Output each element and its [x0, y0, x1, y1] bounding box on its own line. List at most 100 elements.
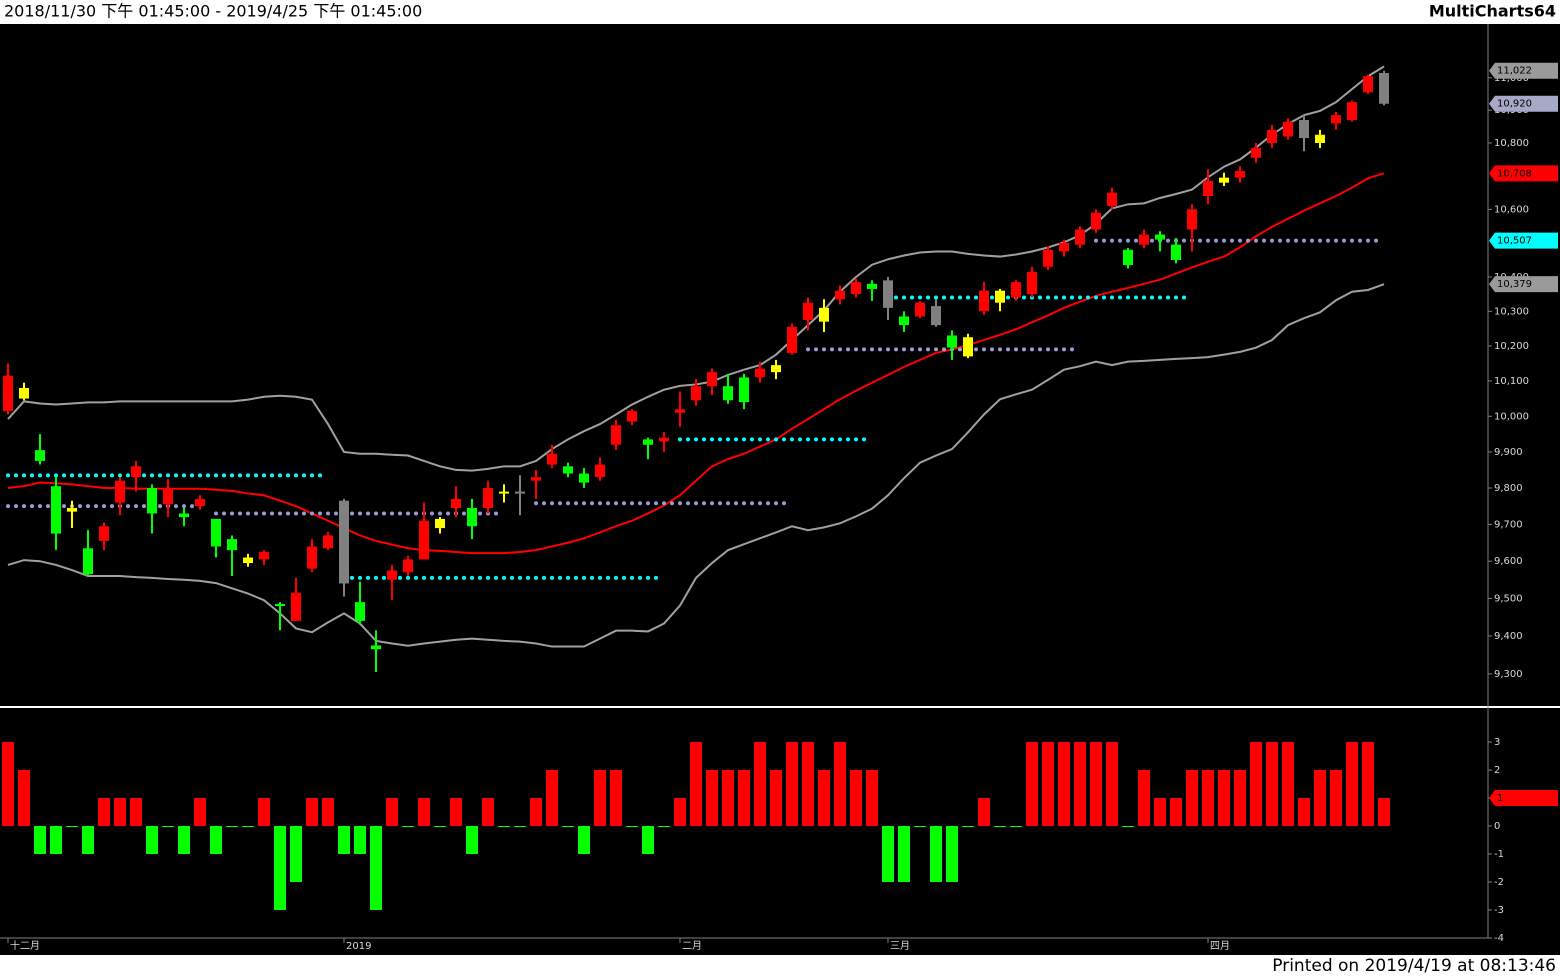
candle-body: [323, 535, 333, 549]
x-tick-label: 二月: [682, 940, 702, 952]
histogram-bar: [1234, 770, 1246, 826]
candle-body: [3, 375, 13, 411]
histogram-bar: [1314, 770, 1326, 826]
candle-body: [483, 487, 493, 508]
candle-body: [531, 477, 541, 481]
histogram-bar: [738, 770, 750, 826]
value-marker-label: 11,022: [1497, 66, 1532, 77]
candle-body: [243, 557, 253, 564]
candle-body: [1267, 129, 1277, 143]
footer-bar: [0, 955, 1560, 977]
histogram-bar: [514, 826, 526, 827]
histogram-bar: [706, 770, 718, 826]
histogram-bar: [402, 826, 414, 827]
histogram-bar: [770, 770, 782, 826]
y-tick-label: 9,700: [1494, 519, 1523, 530]
candle-body: [947, 335, 957, 348]
y-tick-label: -1: [1494, 849, 1504, 860]
histogram-bar: [1138, 770, 1150, 826]
histogram-bar: [50, 826, 62, 854]
candle-body: [915, 302, 925, 317]
histogram-bar: [946, 826, 958, 882]
y-tick-label: 9,800: [1494, 483, 1523, 494]
y-tick-label: 10,100: [1494, 376, 1529, 387]
histogram-bar: [354, 826, 366, 854]
histogram-bar: [674, 798, 686, 826]
histogram-bar: [242, 826, 254, 827]
histogram-bar: [290, 826, 302, 882]
histogram-bar: [18, 770, 30, 826]
value-marker: [1489, 790, 1558, 806]
histogram-bar: [1042, 742, 1054, 826]
candle-body: [339, 500, 349, 584]
candle-body: [835, 290, 845, 300]
histogram-bar: [626, 826, 638, 827]
histogram-bar: [594, 770, 606, 826]
candle-body: [899, 316, 909, 326]
candle-body: [1219, 177, 1229, 183]
candle-body: [19, 387, 29, 399]
histogram-bar: [882, 826, 894, 882]
histogram-bar: [178, 826, 190, 854]
value-marker-label: 10,507: [1497, 236, 1532, 247]
histogram-bar: [962, 826, 974, 827]
value-marker-label: 1: [1497, 793, 1503, 804]
candle-body: [611, 425, 621, 445]
candle-body: [1011, 282, 1021, 298]
candle-body: [819, 307, 829, 322]
brand: MultiCharts64: [1429, 2, 1556, 21]
histogram-bar: [1106, 742, 1118, 826]
printed-note: Printed on 2019/4/19 at 08:13:46: [1272, 956, 1556, 976]
histogram-bar: [914, 826, 926, 827]
value-marker: [1489, 95, 1558, 112]
y-tick-label: 3: [1494, 737, 1500, 748]
histogram-bar: [66, 826, 78, 827]
histogram-bar: [530, 798, 542, 826]
x-tick-label: 十二月: [10, 939, 40, 952]
candle-body: [1091, 212, 1101, 230]
candle-body: [147, 487, 157, 514]
y-tick-label: -4: [1494, 933, 1504, 944]
candle-body: [115, 480, 125, 503]
candle-body: [163, 487, 173, 505]
value-marker: [1489, 62, 1558, 79]
value-marker: [1489, 232, 1558, 249]
histogram-bar: [418, 798, 430, 826]
histogram-bar: [114, 798, 126, 826]
candle-body: [211, 518, 221, 547]
candle-body: [755, 368, 765, 378]
candle-body: [1235, 171, 1245, 178]
candle-body: [1251, 147, 1261, 158]
candle-body: [963, 337, 973, 357]
candle-body: [1347, 102, 1357, 121]
candle-body: [275, 603, 285, 606]
candle-body: [1315, 134, 1325, 143]
candle-body: [51, 486, 61, 534]
candle-body: [467, 507, 477, 527]
histogram-bar: [1090, 742, 1102, 826]
candle-body: [1171, 244, 1181, 260]
candle-body: [723, 386, 733, 401]
histogram-bar: [562, 826, 574, 827]
histogram-bar: [226, 826, 238, 827]
histogram-bar: [338, 826, 350, 854]
y-tick-label: 2: [1494, 765, 1500, 776]
band-line: [7, 172, 1385, 555]
histogram-bar: [258, 798, 270, 826]
candle-body: [1043, 249, 1053, 267]
histogram-bar: [34, 826, 46, 854]
candle-body: [803, 302, 813, 320]
histogram-bar: [1058, 742, 1070, 826]
candle-body: [883, 280, 893, 308]
histogram-bar: [866, 770, 878, 826]
candle-body: [771, 365, 781, 373]
candle-body: [35, 450, 45, 461]
histogram-bar: [98, 798, 110, 826]
histogram-bar: [322, 798, 334, 826]
histogram-bar: [370, 826, 382, 910]
histogram-bar: [194, 798, 206, 826]
candle-body: [1379, 72, 1389, 104]
candle-body: [67, 507, 77, 512]
